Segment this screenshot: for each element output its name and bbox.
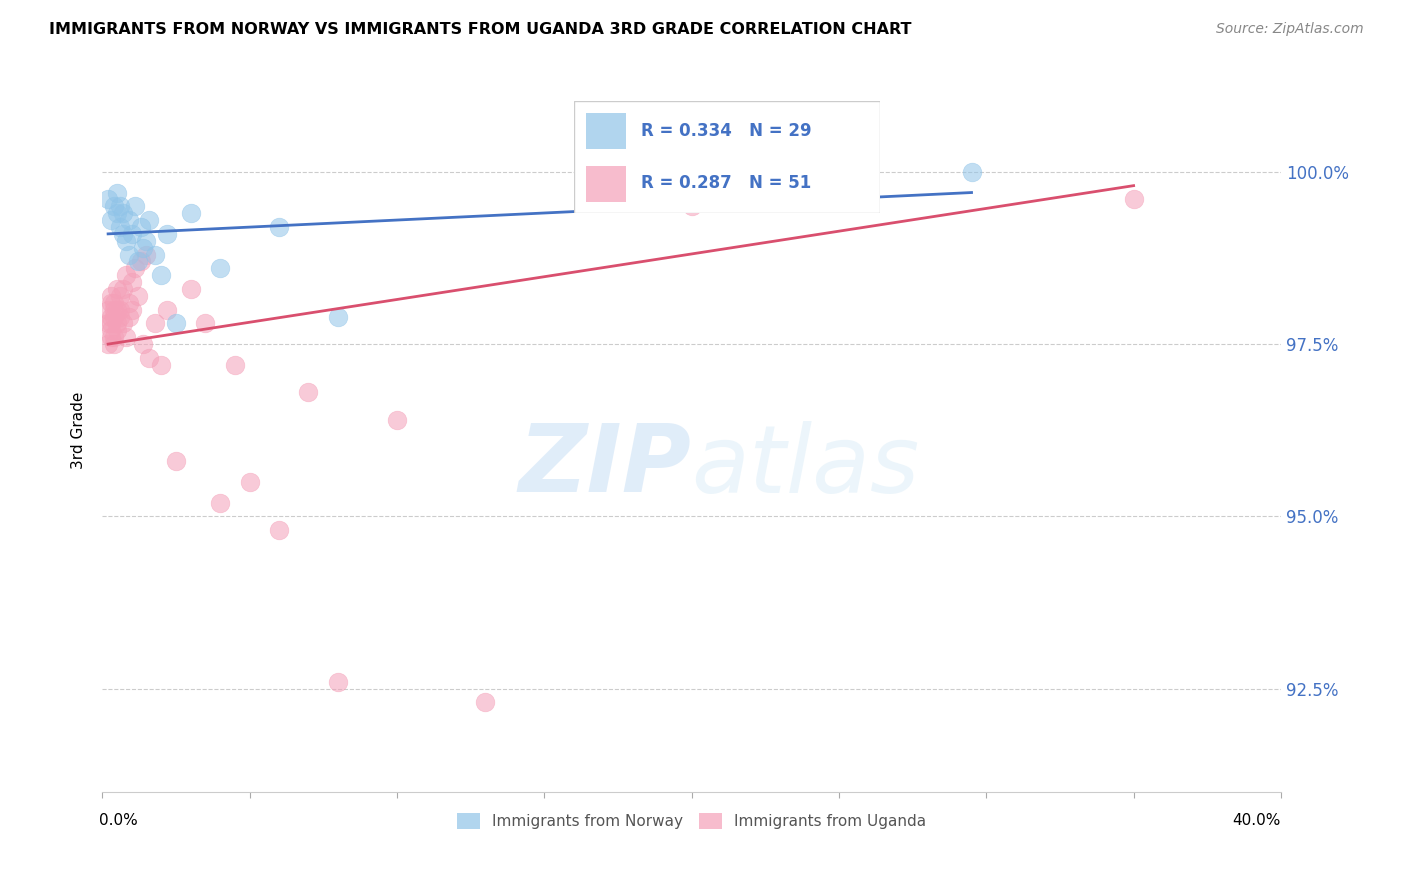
Point [108,199,131,213]
Point [681,199,703,213]
Point [1122,193,1144,207]
Point [103,330,125,344]
Point [114,330,136,344]
Point [156,302,179,317]
Point [224,358,246,372]
Point [138,213,160,227]
Point [121,302,143,317]
Point [105,302,128,317]
Text: ZIP: ZIP [519,420,692,512]
Text: 40.0%: 40.0% [1233,813,1281,828]
Point [100,310,122,324]
Point [114,234,136,248]
Point [111,317,134,331]
Point [267,219,290,234]
Point [114,268,136,283]
Text: atlas: atlas [692,421,920,512]
Point [156,227,179,241]
Point [127,289,149,303]
Point [326,674,349,689]
Point [118,213,141,227]
Point [103,310,125,324]
Point [121,227,143,241]
Point [97,302,120,317]
Point [105,317,128,331]
Point [108,310,131,324]
Text: Source: ZipAtlas.com: Source: ZipAtlas.com [1216,22,1364,37]
Point [105,186,128,200]
Text: 0.0%: 0.0% [100,813,138,828]
Point [385,413,408,427]
Point [111,227,134,241]
Point [121,275,143,289]
Point [103,199,125,213]
Point [100,213,122,227]
Point [238,475,260,489]
Point [97,193,120,207]
Point [127,254,149,268]
Text: IMMIGRANTS FROM NORWAY VS IMMIGRANTS FROM UGANDA 3RD GRADE CORRELATION CHART: IMMIGRANTS FROM NORWAY VS IMMIGRANTS FRO… [49,22,911,37]
Point [326,310,349,324]
Point [209,261,232,276]
Point [129,219,152,234]
Point [118,295,141,310]
Point [100,295,122,310]
Point [297,385,319,400]
Point [165,454,187,468]
Point [180,282,202,296]
Point [105,282,128,296]
Point [124,261,146,276]
Point [150,358,173,372]
Point [118,310,141,324]
Point [143,317,166,331]
Point [129,254,152,268]
Point [474,695,496,709]
Legend: Immigrants from Norway, Immigrants from Uganda: Immigrants from Norway, Immigrants from … [451,806,932,835]
Point [150,268,173,283]
Point [209,495,232,509]
Point [135,234,157,248]
Point [132,337,155,351]
Point [132,241,155,255]
Point [105,323,128,337]
Point [960,165,983,179]
Point [118,247,141,261]
Point [103,295,125,310]
Point [124,199,146,213]
Point [108,289,131,303]
Point [100,317,122,331]
Point [267,523,290,537]
Y-axis label: 3rd Grade: 3rd Grade [72,392,86,469]
Point [138,351,160,365]
Point [105,206,128,220]
Point [100,323,122,337]
Point [180,206,202,220]
Point [103,337,125,351]
Point [103,302,125,317]
Point [97,317,120,331]
Point [111,282,134,296]
Point [108,219,131,234]
Point [194,317,217,331]
Point [165,317,187,331]
Point [111,206,134,220]
Point [143,247,166,261]
Point [100,289,122,303]
Point [100,330,122,344]
Point [108,302,131,317]
Point [97,337,120,351]
Point [695,165,717,179]
Point [135,247,157,261]
